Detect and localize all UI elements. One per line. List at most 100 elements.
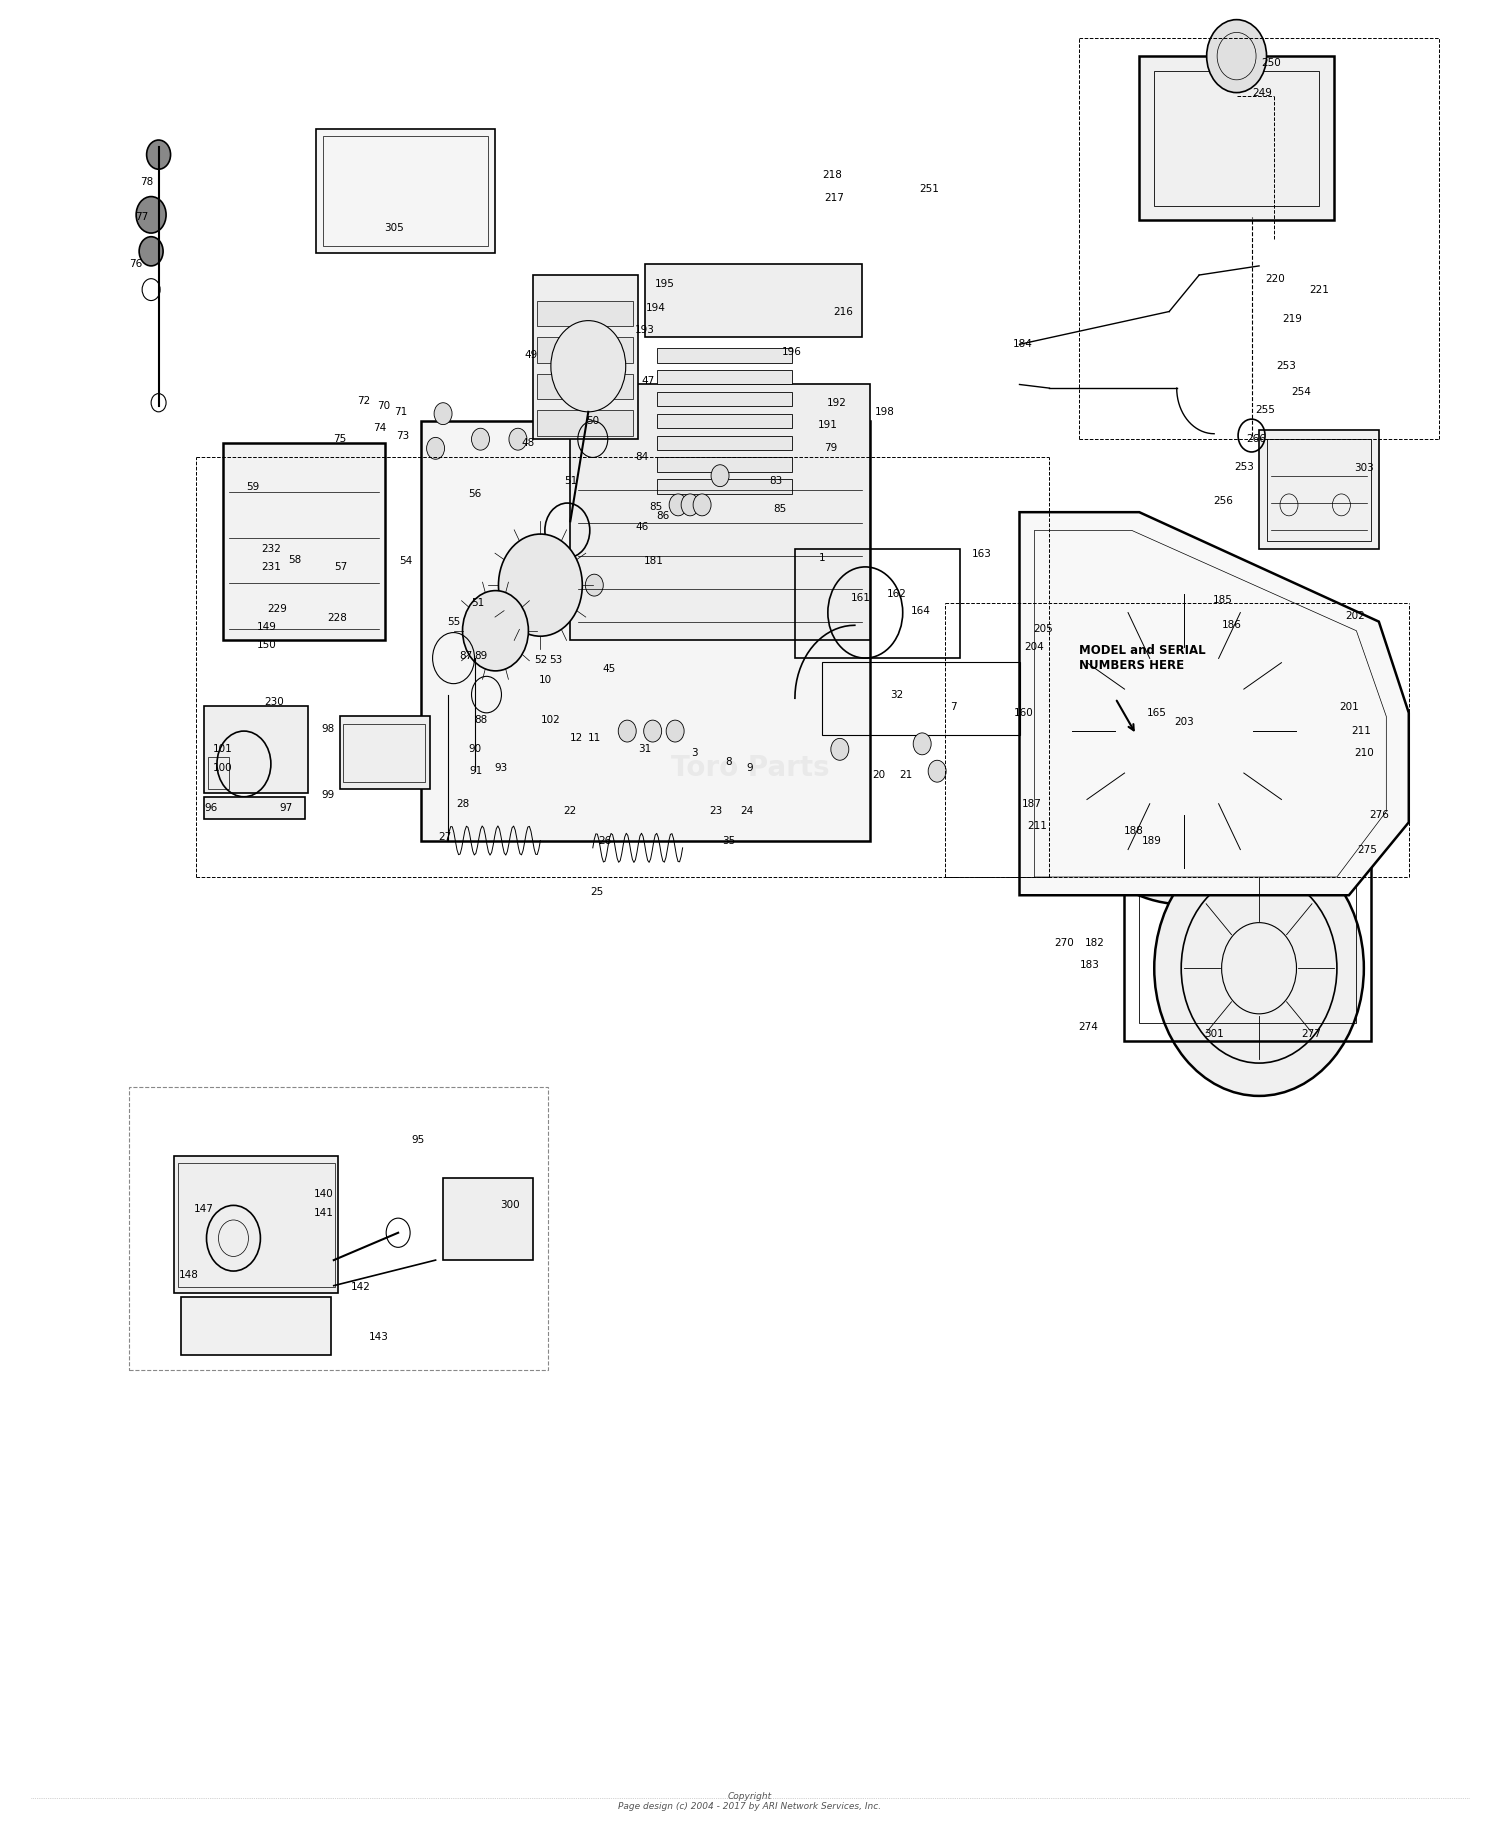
Circle shape [666,720,684,742]
Text: 216: 216 [833,307,854,316]
Bar [1266,438,1371,541]
Text: 228: 228 [327,614,346,623]
Text: 229: 229 [267,605,286,614]
Text: 51: 51 [471,599,484,608]
Text: 83: 83 [770,477,782,486]
Text: 26: 26 [598,835,612,846]
Bar [657,457,792,471]
Circle shape [147,141,171,170]
Text: 78: 78 [140,177,153,186]
Text: 46: 46 [636,523,650,532]
Text: 51: 51 [564,477,578,486]
Text: 184: 184 [1013,340,1032,349]
Text: Copyright
Page design (c) 2004 - 2017 by ARI Network Services, Inc.: Copyright Page design (c) 2004 - 2017 by… [618,1792,882,1811]
Text: 90: 90 [468,744,482,755]
Bar [420,420,870,840]
Text: 211: 211 [1028,820,1047,831]
Text: 255: 255 [1256,406,1275,415]
Text: 149: 149 [256,623,276,632]
Text: 276: 276 [1370,809,1389,820]
Bar [209,756,230,789]
Text: 97: 97 [279,802,292,813]
Bar [645,265,862,336]
Text: 73: 73 [396,431,410,440]
Text: 76: 76 [129,259,142,269]
Text: 254: 254 [1292,387,1311,396]
Text: 47: 47 [642,376,656,385]
Text: 84: 84 [636,453,650,462]
Text: 24: 24 [741,806,753,817]
Text: 187: 187 [1022,798,1041,809]
Text: 1: 1 [819,554,825,563]
Bar [182,1297,332,1356]
Text: 85: 85 [774,504,786,513]
Text: 75: 75 [333,435,346,444]
Text: 22: 22 [564,806,578,817]
Text: 142: 142 [351,1283,370,1292]
Text: 45: 45 [603,663,616,674]
Text: 191: 191 [818,420,839,429]
Bar [1155,71,1318,206]
Text: 195: 195 [654,280,675,289]
Text: MODEL and SERIAL
NUMBERS HERE: MODEL and SERIAL NUMBERS HERE [1080,643,1206,672]
Text: 211: 211 [1352,725,1371,736]
Text: 201: 201 [1340,702,1359,713]
Text: 77: 77 [135,212,148,221]
Text: 49: 49 [525,351,538,360]
Circle shape [433,402,451,424]
Text: 143: 143 [369,1332,388,1341]
Text: 57: 57 [334,563,348,572]
Text: 196: 196 [782,347,802,356]
Text: 98: 98 [321,723,334,734]
Text: 8: 8 [726,756,732,767]
Text: 148: 148 [178,1270,198,1279]
Text: 20: 20 [871,769,885,780]
Circle shape [831,738,849,760]
Text: 253: 253 [1276,362,1296,371]
Circle shape [669,493,687,515]
Bar [537,336,633,362]
Text: 162: 162 [886,590,906,599]
Text: 186: 186 [1222,621,1242,630]
Text: 102: 102 [542,714,561,725]
Text: 256: 256 [1214,497,1233,506]
Text: 305: 305 [384,223,404,232]
Text: 58: 58 [288,555,302,565]
Bar [657,391,792,406]
Text: 74: 74 [374,424,387,433]
Text: 21: 21 [898,769,912,780]
Text: 71: 71 [394,407,408,417]
Text: 93: 93 [495,762,508,773]
Circle shape [644,720,662,742]
Circle shape [509,428,526,449]
Circle shape [462,590,528,671]
Text: 25: 25 [591,886,604,897]
Circle shape [550,320,626,411]
Circle shape [1154,840,1364,1096]
Circle shape [136,197,166,234]
Text: 72: 72 [357,396,370,406]
Bar [316,130,495,254]
Text: 188: 188 [1124,826,1143,837]
Bar [537,301,633,325]
Circle shape [711,464,729,486]
Text: 270: 270 [1054,937,1074,948]
Text: 12: 12 [570,733,584,744]
Circle shape [618,720,636,742]
Circle shape [471,428,489,449]
Bar [1140,694,1356,1023]
Text: 23: 23 [710,806,722,817]
Text: 198: 198 [874,407,894,417]
Text: 274: 274 [1078,1021,1098,1032]
Text: 95: 95 [411,1135,424,1146]
Text: 91: 91 [470,766,483,776]
Circle shape [914,733,932,755]
Text: 48: 48 [522,438,536,448]
Text: 9: 9 [747,762,753,773]
Text: 230: 230 [264,696,284,707]
Text: 89: 89 [474,650,488,661]
Text: 101: 101 [213,744,232,755]
Text: 181: 181 [644,557,664,566]
Bar [532,276,638,438]
Bar [570,384,870,639]
